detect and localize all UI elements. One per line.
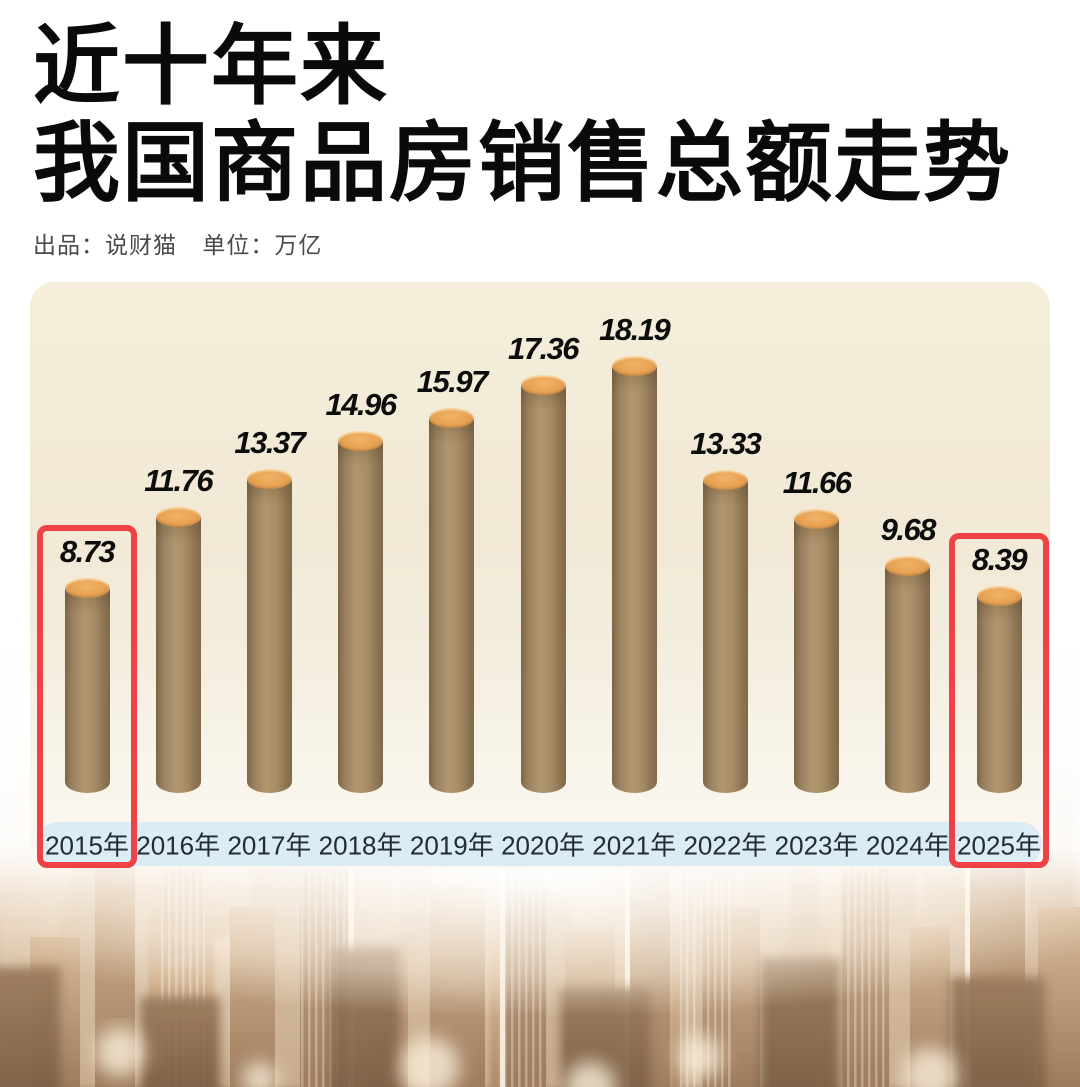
bar-body: [611, 365, 657, 793]
bar-value-label: 8.39: [971, 541, 1028, 577]
title-line-1: 近十年来: [33, 18, 389, 115]
bar-value-label: 14.96: [325, 387, 398, 423]
bar-cylinder: [520, 375, 566, 793]
credit-label: 出品：说财猫: [33, 232, 177, 258]
bar-cylinder: [338, 431, 384, 793]
x-axis-year-label: 2016年: [136, 830, 221, 861]
x-axis-year-label: 2022年: [683, 830, 768, 861]
bar-top-ellipse: [976, 585, 1022, 606]
page-title: 近十年来 我国商品房销售总额走势: [33, 18, 1012, 212]
bar-cylinder: [155, 506, 201, 793]
x-axis-year-label: 2024年: [865, 830, 950, 861]
highlight-box: [949, 532, 1049, 868]
bar-value-label: 11.76: [144, 462, 213, 498]
bar-top-ellipse: [338, 431, 384, 452]
x-axis-year-label: 2023年: [774, 830, 859, 861]
bar-value-label: 18.19: [599, 311, 671, 347]
bar-cylinder: [885, 555, 931, 793]
bar-value-label: 13.37: [234, 424, 306, 460]
bar-body: [429, 417, 475, 793]
bar-cylinder: [976, 585, 1022, 793]
bar-top-ellipse: [64, 577, 110, 598]
bar-body: [246, 478, 292, 793]
bar-cylinder: [611, 355, 657, 793]
bar-top-ellipse: [520, 375, 566, 396]
bar-top-ellipse: [246, 468, 292, 489]
bar-body: [702, 479, 748, 793]
bar-body: [155, 516, 201, 793]
bar-top-ellipse: [155, 506, 201, 527]
poster-subtitle: 出品：说财猫 单位：万亿: [33, 226, 1012, 260]
x-axis-year-label: 2020年: [501, 830, 585, 861]
bar-value-label: 13.33: [690, 425, 762, 461]
x-axis-year-label: 2019年: [409, 830, 494, 861]
bar-cylinder: [64, 577, 110, 793]
x-axis-year-label: 2021年: [592, 830, 677, 861]
bar-cylinder: [429, 407, 475, 793]
bar-body: [64, 587, 110, 793]
bar-value-label: 17.36: [507, 331, 580, 367]
bar-top-ellipse: [885, 555, 931, 576]
bar-cylinder: [794, 509, 840, 793]
highlight-box: [37, 524, 137, 868]
title-line-2: 我国商品房销售总额走势: [33, 115, 1012, 212]
bar-top-ellipse: [702, 469, 748, 490]
bar-body: [976, 595, 1022, 793]
x-axis-year-label: 2018年: [318, 830, 403, 861]
bar-cylinder: [246, 468, 292, 793]
bar-chart: 8.73 11.76 13.37 14.96 15.97 17.36 18.19 13.33 1…: [30, 282, 1050, 868]
bar-body: [794, 519, 840, 793]
x-axis-year-label: 2015年: [45, 830, 129, 861]
bar-value-label: 15.97: [416, 363, 489, 399]
bar-body: [885, 565, 931, 793]
bar-body: [338, 441, 384, 793]
bar-top-ellipse: [429, 407, 475, 428]
bar-top-ellipse: [794, 509, 840, 529]
bar-value-label: 8.73: [59, 533, 116, 569]
poster-header: 近十年来 我国商品房销售总额走势 出品：说财猫 单位：万亿: [33, 18, 1012, 260]
x-axis-band: [36, 822, 1042, 866]
x-axis-year-label: 2017年: [227, 830, 312, 861]
chart-panel: 8.73 11.76 13.37 14.96 15.97 17.36 18.19 13.33 1…: [30, 282, 1050, 868]
bar-value-label: 11.66: [782, 465, 852, 500]
x-axis-labels: 2015年 2016年 2017年 2018年 2019年 2020年 2021年 2022年…: [30, 822, 1050, 866]
bar-top-ellipse: [611, 355, 657, 376]
x-axis-year-label: 2025年: [957, 830, 1041, 861]
bar-body: [520, 385, 566, 793]
bar-value-label: 9.68: [880, 511, 937, 547]
unit-label: 单位：万亿: [202, 232, 323, 258]
bar-cylinder: [702, 469, 748, 793]
